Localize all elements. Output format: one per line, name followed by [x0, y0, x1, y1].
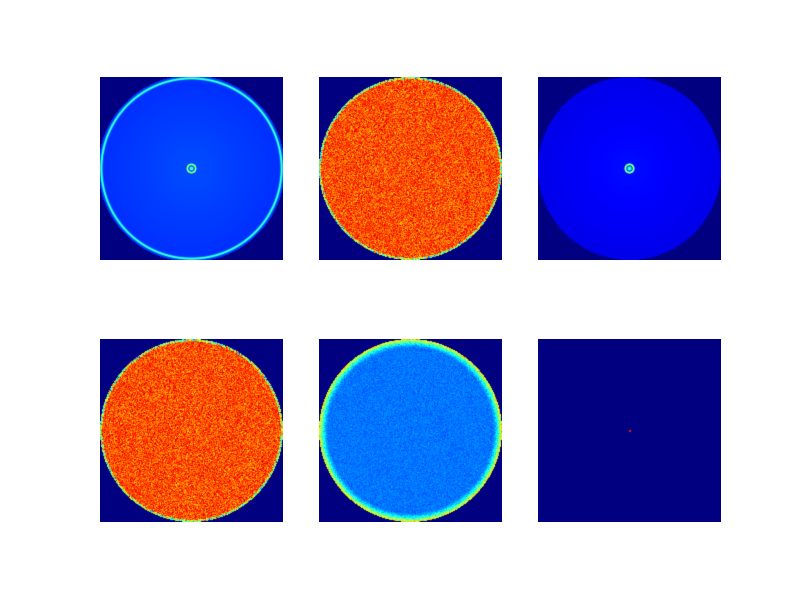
heatmap-image-1 [100, 77, 283, 260]
heatmap-panel-1 [100, 77, 283, 260]
heatmap-image-3 [538, 77, 721, 260]
heatmap-image-4 [100, 339, 283, 522]
heatmap-panel-2 [319, 77, 502, 260]
heatmap-panel-4 [100, 339, 283, 522]
heatmap-image-5 [319, 339, 502, 522]
heatmap-image-2 [319, 77, 502, 260]
heatmap-panel-3 [538, 77, 721, 260]
heatmap-panel-6 [538, 339, 721, 522]
heatmap-image-6 [538, 339, 721, 522]
heatmap-panel-5 [319, 339, 502, 522]
